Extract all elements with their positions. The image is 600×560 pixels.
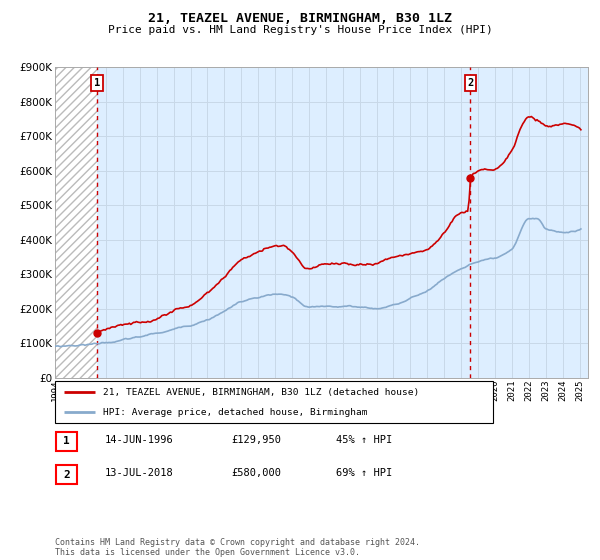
Text: Price paid vs. HM Land Registry's House Price Index (HPI): Price paid vs. HM Land Registry's House … (107, 25, 493, 35)
Text: 21, TEAZEL AVENUE, BIRMINGHAM, B30 1LZ (detached house): 21, TEAZEL AVENUE, BIRMINGHAM, B30 1LZ (… (103, 388, 419, 396)
Text: 13-JUL-2018: 13-JUL-2018 (105, 468, 174, 478)
Bar (55, 67, 97, 378)
Text: £580,000: £580,000 (231, 468, 281, 478)
Text: Contains HM Land Registry data © Crown copyright and database right 2024.
This d: Contains HM Land Registry data © Crown c… (55, 538, 420, 557)
Text: 1: 1 (94, 78, 100, 88)
Text: 2: 2 (467, 78, 473, 88)
Text: 14-JUN-1996: 14-JUN-1996 (105, 435, 174, 445)
Text: 21, TEAZEL AVENUE, BIRMINGHAM, B30 1LZ: 21, TEAZEL AVENUE, BIRMINGHAM, B30 1LZ (148, 12, 452, 25)
Text: HPI: Average price, detached house, Birmingham: HPI: Average price, detached house, Birm… (103, 408, 368, 417)
Text: 1: 1 (63, 436, 70, 446)
Text: 2: 2 (63, 470, 70, 480)
Text: £129,950: £129,950 (231, 435, 281, 445)
Text: 45% ↑ HPI: 45% ↑ HPI (336, 435, 392, 445)
Text: 69% ↑ HPI: 69% ↑ HPI (336, 468, 392, 478)
